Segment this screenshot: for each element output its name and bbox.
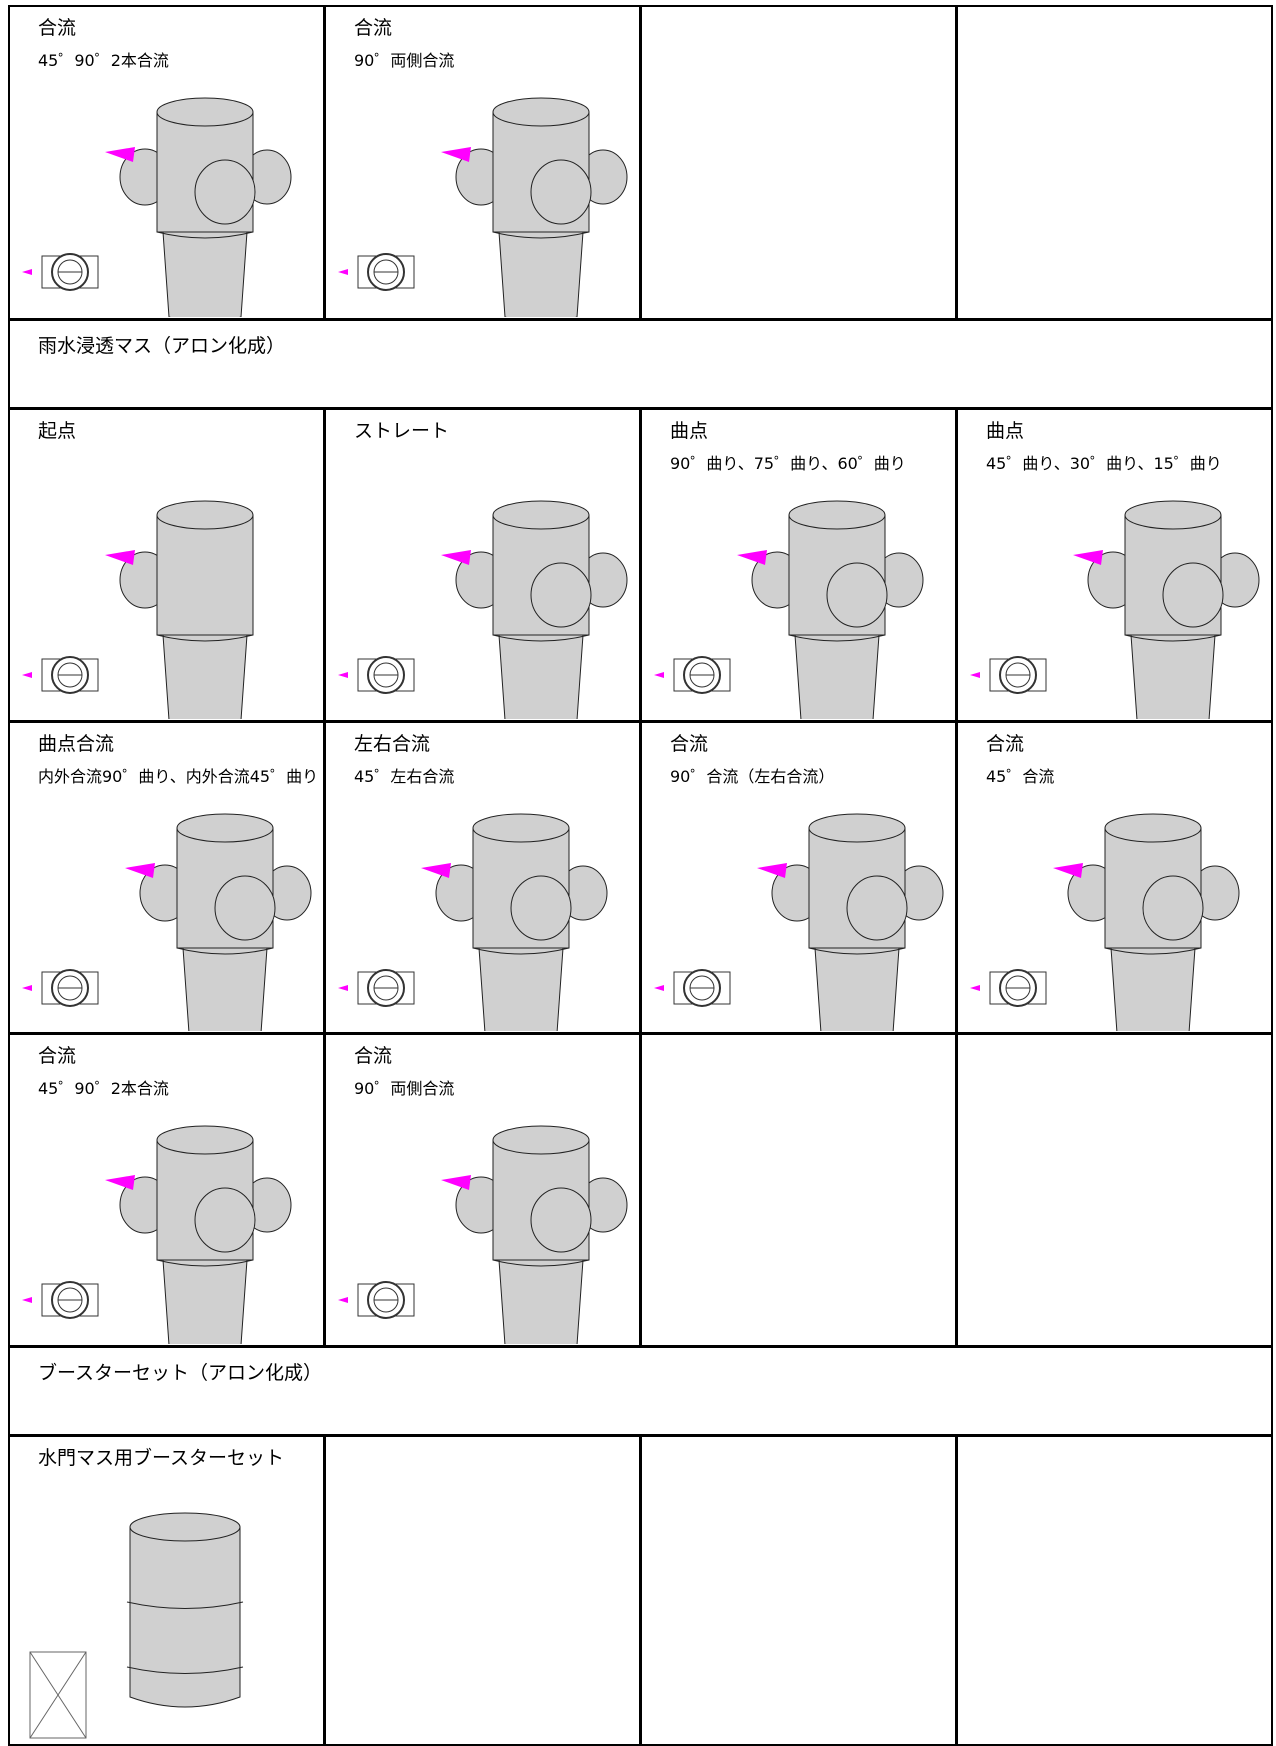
product-illustration [338, 813, 608, 1031]
catalog-cell: 曲点 90゜曲り、75゜曲り、60゜曲り [640, 408, 957, 722]
item-title: 合流 [38, 17, 77, 39]
section-heading-cell: 雨水浸透マス（アロン化成） [8, 319, 1273, 409]
item-title: 左右合流 [354, 733, 431, 755]
item-subtitle: 90゜両側合流 [354, 51, 455, 70]
item-subtitle: 45゜90゜2本合流 [38, 1079, 169, 1098]
item-subtitle: 45゜曲り、30゜曲り、15゜曲り [986, 454, 1222, 473]
section-heading: 雨水浸透マス（アロン化成） [38, 335, 286, 357]
catalog-cell: 合流 90゜合流（左右合流） [640, 721, 957, 1034]
item-title: 曲点 [986, 420, 1025, 442]
catalog-cell: 合流 90゜両側合流 [324, 5, 641, 320]
product-illustration [338, 97, 628, 317]
product-illustration [654, 500, 924, 719]
product-illustration [29, 1512, 244, 1739]
catalog-cell: ストレート [324, 408, 641, 722]
catalog-cell [640, 1435, 957, 1746]
item-subtitle: 90゜両側合流 [354, 1079, 455, 1098]
item-title: 合流 [354, 17, 393, 39]
item-title: 曲点 [670, 420, 709, 442]
product-illustration [338, 1125, 628, 1344]
item-subtitle: 90゜合流（左右合流） [670, 767, 835, 786]
product-illustration [970, 500, 1260, 719]
product-illustration [22, 500, 254, 719]
catalog-cell: 曲点合流内外合流90゜曲り、内外合流45゜曲り [8, 721, 325, 1034]
product-illustration [22, 813, 312, 1031]
product-illustration [654, 813, 944, 1031]
catalog-cell [956, 1435, 1273, 1746]
catalog-cell: 左右合流 45゜左右合流 [324, 721, 641, 1034]
catalog-cell [956, 1033, 1273, 1347]
item-title: 水門マス用ブースターセット [38, 1447, 285, 1469]
catalog-cell [956, 5, 1273, 320]
product-illustration [970, 813, 1240, 1031]
item-title: 合流 [354, 1045, 393, 1067]
item-title: 起点 [38, 420, 77, 442]
catalog-cell: 曲点 45゜曲り、30゜曲り、15゜曲り [956, 408, 1273, 722]
item-subtitle: 内外合流90゜曲り、内外合流45゜曲り [38, 767, 319, 786]
catalog-cell [640, 5, 957, 320]
item-subtitle: 45゜左右合流 [354, 767, 455, 786]
catalog-cell: 合流 45゜90゜2本合流 [8, 1033, 325, 1347]
item-title: 合流 [670, 733, 709, 755]
catalog-cell: 合流 45゜90゜2本合流 [8, 5, 325, 320]
section-heading: ブースターセット（アロン化成） [38, 1362, 323, 1384]
product-illustration [22, 1125, 292, 1344]
product-illustration [338, 500, 628, 719]
product-illustration [22, 97, 292, 317]
item-title: 合流 [38, 1045, 77, 1067]
catalog-cell [640, 1033, 957, 1347]
catalog-cell: 合流 90゜両側合流 [324, 1033, 641, 1347]
catalog-cell [324, 1435, 641, 1746]
item-subtitle: 45゜90゜2本合流 [38, 51, 169, 70]
section-heading-cell: ブースターセット（アロン化成） [8, 1346, 1273, 1436]
item-title: 合流 [986, 733, 1025, 755]
item-subtitle: 90゜曲り、75゜曲り、60゜曲り [670, 454, 906, 473]
item-title: ストレート [354, 420, 450, 442]
catalog-cell: 水門マス用ブースターセット [8, 1435, 325, 1746]
catalog-cell: 起点 [8, 408, 325, 722]
item-title: 曲点合流 [38, 733, 115, 755]
catalog-cell: 合流 45゜合流 [956, 721, 1273, 1034]
item-subtitle: 45゜合流 [986, 767, 1055, 786]
